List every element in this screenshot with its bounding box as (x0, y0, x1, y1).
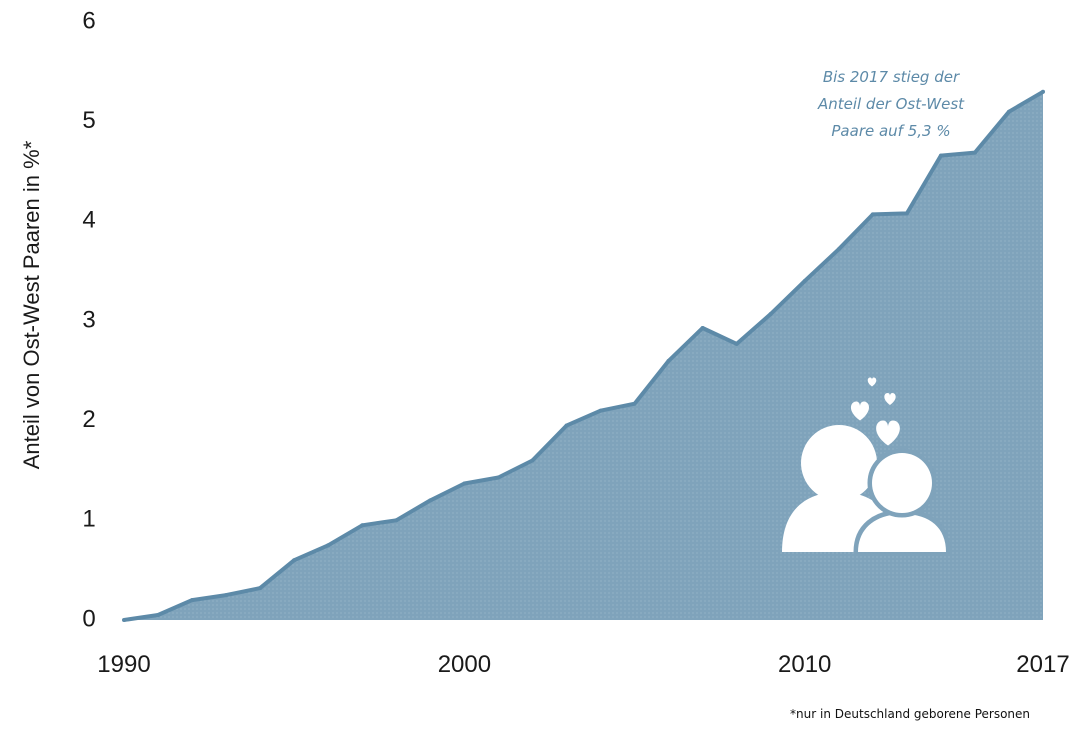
y-tick-label-0: 0 (82, 605, 95, 632)
data-point-2011 (836, 247, 841, 252)
x-tick-label-2017: 2017 (1016, 651, 1069, 678)
data-point-1996 (326, 543, 331, 548)
data-point-1998 (394, 518, 399, 523)
data-point-2013 (904, 211, 909, 216)
data-point-1993 (224, 593, 229, 598)
data-point-1999 (428, 498, 433, 503)
footnote: *nur in Deutschland geborene Personen (790, 707, 1030, 721)
y-tick-label-3: 3 (82, 306, 95, 333)
y-tick-label-1: 1 (82, 506, 95, 533)
y-tick-label-4: 4 (82, 207, 95, 234)
data-point-2006 (666, 358, 671, 363)
y-tick-label-6: 6 (82, 7, 95, 34)
data-point-2015 (972, 150, 977, 155)
data-point-2005 (632, 401, 637, 406)
data-point-2002 (530, 458, 535, 463)
data-point-1995 (292, 558, 297, 563)
data-point-2012 (870, 212, 875, 217)
data-point-2014 (938, 153, 943, 158)
x-tick-label-2010: 2010 (778, 651, 831, 678)
couple-icon (782, 425, 951, 555)
data-point-2017 (1041, 89, 1045, 94)
hearts-icon (850, 377, 900, 446)
y-axis-label-group: Anteil von Ost-West Paaren in %* (19, 140, 44, 469)
y-tick-label-5: 5 (82, 107, 95, 134)
annotation-line-1: Bis 2017 stieg der (823, 68, 960, 86)
data-point-2010 (802, 279, 807, 284)
data-point-2016 (1007, 109, 1011, 114)
data-point-1991 (156, 613, 160, 617)
data-point-2008 (734, 341, 739, 346)
y-tick-label-2: 2 (82, 406, 95, 433)
y-axis-label: Anteil von Ost-West Paaren in %* (19, 140, 44, 469)
x-axis-ticks: 1990 2000 2010 2017 (97, 651, 1069, 678)
annotation-line-3: Paare auf 5,3 % (831, 122, 950, 140)
area-series-line (123, 90, 1045, 622)
data-point-2001 (496, 475, 501, 480)
x-tick-label-1990: 1990 (97, 651, 150, 678)
x-tick-label-2000: 2000 (438, 651, 491, 678)
y-axis-ticks: 0 1 2 3 4 5 6 (82, 7, 95, 632)
data-point-1990 (122, 618, 126, 622)
data-point-2009 (768, 312, 773, 316)
data-point-1994 (258, 586, 263, 591)
data-points (122, 89, 1045, 622)
data-point-2003 (564, 423, 569, 428)
data-point-2000 (462, 481, 467, 486)
annotation: Bis 2017 stieg der Anteil der Ost-West P… (817, 68, 965, 140)
data-point-1992 (190, 598, 195, 603)
data-point-2007 (700, 326, 705, 330)
annotation-line-2: Anteil der Ost-West (817, 95, 965, 113)
data-point-1997 (360, 523, 365, 528)
data-point-2004 (598, 408, 603, 413)
